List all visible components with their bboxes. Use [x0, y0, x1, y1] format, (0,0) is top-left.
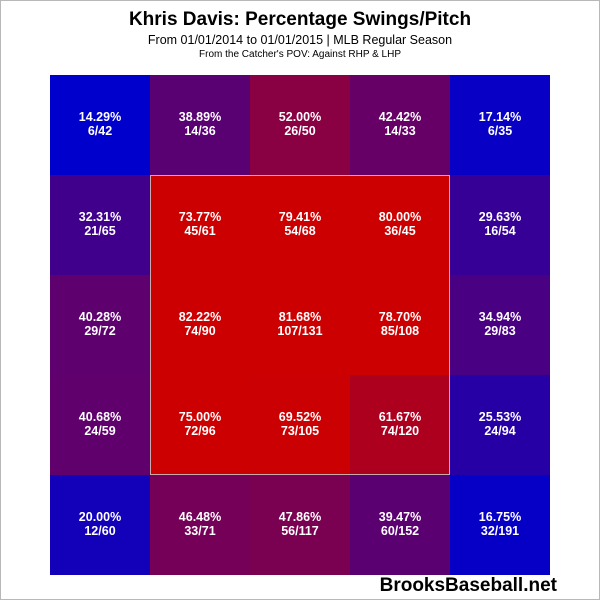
cell-count-label: 29/72: [84, 324, 116, 338]
cell-count-label: 21/65: [84, 224, 116, 238]
heatmap-cell: 42.42% 14/33: [350, 75, 450, 175]
cell-count-label: 54/68: [284, 224, 316, 238]
cell-percentage-label: 75.00%: [178, 410, 222, 424]
cell-percentage-label: 32.31%: [78, 210, 122, 224]
cell-count-label: 85/108: [380, 324, 420, 338]
cell-percentage-label: 34.94%: [478, 310, 522, 324]
cell-count-label: 14/33: [384, 124, 416, 138]
cell-percentage-label: 46.48%: [178, 510, 222, 524]
heatmap-cell: 52.00% 26/50: [250, 75, 350, 175]
cell-count-label: 14/36: [184, 124, 216, 138]
heatmap-cell: 16.75% 32/191: [450, 475, 550, 575]
chart-subtitle: From 01/01/2014 to 01/01/2015 | MLB Regu…: [147, 33, 453, 47]
heatmap-cell: 29.63% 16/54: [450, 175, 550, 275]
cell-percentage-label: 38.89%: [178, 110, 222, 124]
heatmap-cell: 73.77% 45/61: [150, 175, 250, 275]
cell-percentage-label: 16.75%: [478, 510, 522, 524]
cell-count-label: 16/54: [484, 224, 516, 238]
cell-percentage-label: 73.77%: [178, 210, 222, 224]
heatmap-cell: 38.89% 14/36: [150, 75, 250, 175]
cell-percentage-label: 17.14%: [478, 110, 522, 124]
cell-percentage-label: 82.22%: [178, 310, 222, 324]
cell-count-label: 36/45: [384, 224, 416, 238]
chart-pov-note: From the Catcher's POV: Against RHP & LH…: [199, 49, 401, 60]
brooks-baseball-watermark: BrooksBaseball.net: [379, 575, 557, 596]
cell-count-label: 60/152: [380, 524, 420, 538]
heatmap-cell: 14.29% 6/42: [50, 75, 150, 175]
heatmap-cell: 32.31% 21/65: [50, 175, 150, 275]
cell-percentage-label: 69.52%: [278, 410, 322, 424]
cell-percentage-label: 29.63%: [478, 210, 522, 224]
heatmap-cell: 17.14% 6/35: [450, 75, 550, 175]
cell-count-label: 6/35: [487, 124, 513, 138]
cell-percentage-label: 14.29%: [78, 110, 122, 124]
cell-percentage-label: 61.67%: [378, 410, 422, 424]
heatmap-cell: 75.00% 72/96: [150, 375, 250, 475]
cell-count-label: 32/191: [480, 524, 520, 538]
heatmap-cell: 39.47% 60/152: [350, 475, 450, 575]
cell-percentage-label: 79.41%: [278, 210, 322, 224]
chart-title: Khris Davis: Percentage Swings/Pitch: [128, 9, 472, 30]
cell-count-label: 107/131: [277, 324, 323, 338]
heatmap-cell: 40.68% 24/59: [50, 375, 150, 475]
cell-percentage-label: 40.68%: [78, 410, 122, 424]
heatmap-cell: 80.00% 36/45: [350, 175, 450, 275]
heatmap-cell: 25.53% 24/94: [450, 375, 550, 475]
cell-percentage-label: 39.47%: [378, 510, 422, 524]
cell-count-label: 6/42: [87, 124, 113, 138]
cell-percentage-label: 81.68%: [278, 310, 322, 324]
heatmap-cell: 82.22% 74/90: [150, 275, 250, 375]
heatmap-cell: 69.52% 73/105: [250, 375, 350, 475]
cell-count-label: 33/71: [184, 524, 216, 538]
cell-percentage-label: 20.00%: [78, 510, 122, 524]
cell-count-label: 45/61: [184, 224, 216, 238]
heatmap-cell: 78.70% 85/108: [350, 275, 450, 375]
cell-count-label: 56/117: [281, 524, 319, 538]
heatmap-cell: 34.94% 29/83: [450, 275, 550, 375]
heatmap-grid: 14.29% 6/42 38.89% 14/36 52.00% 26/50 42.42% 14…: [50, 75, 550, 575]
cell-percentage-label: 78.70%: [378, 310, 422, 324]
cell-percentage-label: 52.00%: [278, 110, 322, 124]
heatmap-cell: 40.28% 29/72: [50, 275, 150, 375]
cell-percentage-label: 80.00%: [378, 210, 422, 224]
heatmap-cell: 61.67% 74/120: [350, 375, 450, 475]
cell-percentage-label: 42.42%: [378, 110, 422, 124]
cell-count-label: 74/90: [184, 324, 216, 338]
heatmap-cell: 79.41% 54/68: [250, 175, 350, 275]
cell-count-label: 73/105: [280, 424, 320, 438]
cell-percentage-label: 40.28%: [78, 310, 122, 324]
heatmap-cell: 20.00% 12/60: [50, 475, 150, 575]
cell-percentage-label: 25.53%: [478, 410, 522, 424]
cell-count-label: 26/50: [284, 124, 316, 138]
heatmap-cell: 81.68% 107/131: [250, 275, 350, 375]
cell-count-label: 24/94: [484, 424, 516, 438]
cell-count-label: 12/60: [84, 524, 116, 538]
heatmap-cell: 47.86% 56/117: [250, 475, 350, 575]
cell-count-label: 24/59: [84, 424, 116, 438]
cell-count-label: 74/120: [380, 424, 420, 438]
heatmap-cell: 46.48% 33/71: [150, 475, 250, 575]
cell-count-label: 72/96: [184, 424, 216, 438]
cell-percentage-label: 47.86%: [278, 510, 322, 524]
cell-count-label: 29/83: [484, 324, 516, 338]
